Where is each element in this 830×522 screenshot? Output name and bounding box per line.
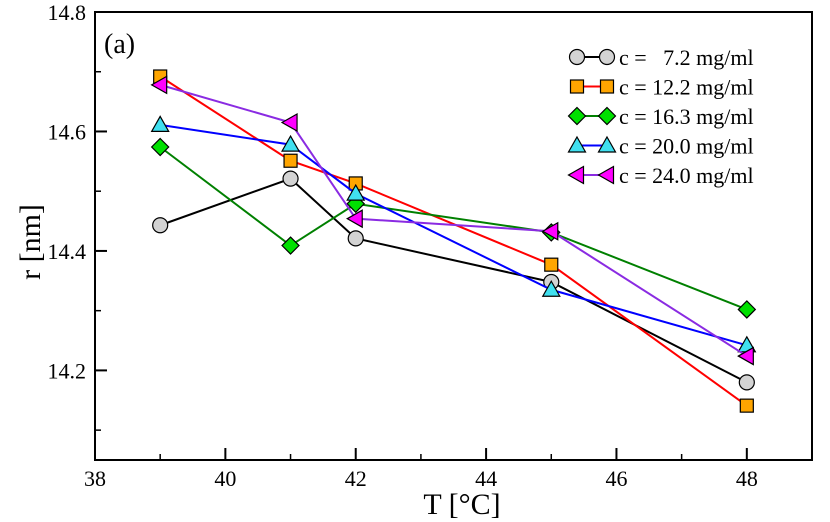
legend-marker <box>597 135 617 153</box>
data-point <box>152 217 169 234</box>
data-point <box>282 170 299 187</box>
legend-label: c = 16.3 mg/ml <box>619 104 754 129</box>
data-point <box>281 236 300 255</box>
series-line <box>159 177 748 384</box>
x-axis-title: T [°C] <box>423 488 500 521</box>
data-point <box>281 134 301 152</box>
legend-marker <box>569 79 585 94</box>
series-5 <box>150 75 754 366</box>
y-tick-label: 14.2 <box>48 358 87 383</box>
legend-marker <box>598 48 616 66</box>
data-point <box>738 374 755 391</box>
legend-item: c = 16.3 mg/ml <box>567 104 754 129</box>
y-tick-label: 14.4 <box>48 239 87 264</box>
legend-item: c = 7.2 mg/ml <box>568 45 754 70</box>
y-tick-label: 14.8 <box>48 0 87 25</box>
axis-ticks: 38 40 42 44 46 48 14.2 14.4 14.6 14.8 <box>48 0 758 491</box>
data-point <box>739 398 754 413</box>
data-point <box>347 230 364 247</box>
legend-marker <box>567 165 585 185</box>
legend-marker <box>567 135 587 153</box>
x-tick-label: 48 <box>736 466 758 491</box>
data-point <box>737 300 757 319</box>
y-tick-label: 14.6 <box>48 119 87 144</box>
data-point <box>150 115 170 132</box>
x-tick-label: 44 <box>475 466 497 491</box>
data-point <box>346 183 366 201</box>
data-point <box>544 257 559 272</box>
legend-marker <box>567 106 587 126</box>
legend-item: c = 12.2 mg/ml <box>569 75 754 100</box>
data-point <box>346 209 363 229</box>
data-point <box>541 221 559 241</box>
series-2 <box>153 69 754 413</box>
x-tick-label: 40 <box>214 466 236 491</box>
legend-label: c = 12.2 mg/ml <box>619 75 754 100</box>
x-tick-label: 46 <box>605 466 627 491</box>
legend-item: c = 24.0 mg/ml <box>567 163 754 188</box>
legend-marker <box>597 106 617 126</box>
data-point <box>541 280 561 297</box>
series-layer <box>150 69 757 413</box>
x-tick-label: 42 <box>345 466 367 491</box>
data-point <box>737 346 754 366</box>
legend-label: c = 7.2 mg/ml <box>619 45 754 70</box>
data-point <box>283 153 298 168</box>
legend-label: c = 20.0 mg/ml <box>619 134 754 159</box>
legend-item: c = 20.0 mg/ml <box>567 134 754 159</box>
panel-label: (a) <box>104 29 135 60</box>
legend-marker <box>597 165 615 185</box>
plot-frame <box>94 11 813 461</box>
legend-marker <box>568 48 586 66</box>
data-point <box>150 75 168 95</box>
x-tick-label: 38 <box>84 466 106 491</box>
legend-marker <box>599 79 615 94</box>
legend: c = 7.2 mg/ml c = 12.2 mg/ml c = 16.3 mg/m… <box>567 45 754 188</box>
data-point <box>280 112 298 133</box>
legend-label: c = 24.0 mg/ml <box>619 163 754 188</box>
data-point <box>150 137 170 157</box>
series-4 <box>150 115 757 353</box>
series-1 <box>152 170 755 391</box>
y-axis-title: r [nm] <box>14 204 47 280</box>
